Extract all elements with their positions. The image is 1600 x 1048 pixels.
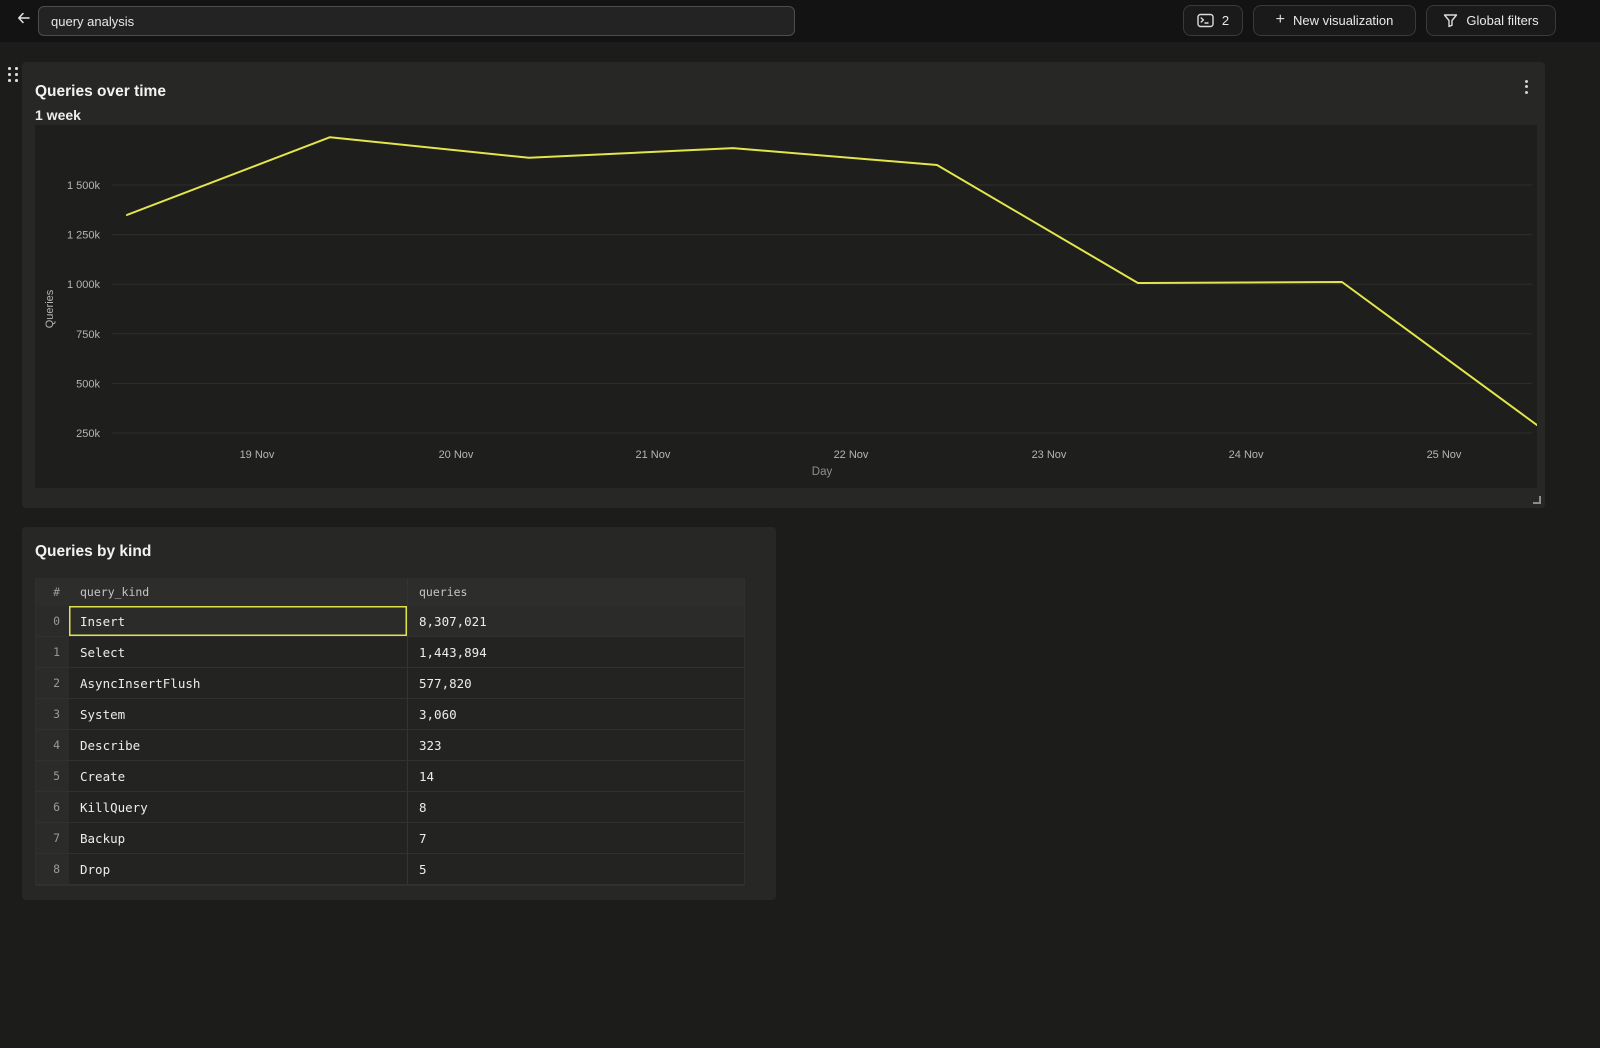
arrow-left-icon (18, 12, 30, 24)
back-button[interactable] (12, 9, 36, 33)
svg-text:Queries: Queries (44, 289, 56, 328)
table-title: Queries by kind (35, 543, 152, 560)
console-tab-icon (1197, 13, 1214, 28)
chart-title: Queries over time (35, 83, 166, 100)
query-kind-cell[interactable]: AsyncInsertFlush (80, 675, 201, 691)
table-row: 8 Drop 5 (36, 854, 744, 885)
svg-text:1 000k: 1 000k (67, 279, 101, 291)
header-queries[interactable]: queries (407, 578, 744, 606)
query-kind-cell[interactable]: Drop (80, 861, 111, 877)
table-row: 7 Backup 7 (36, 823, 744, 854)
svg-text:25 Nov: 25 Nov (1427, 449, 1462, 461)
svg-text:500k: 500k (76, 378, 100, 390)
query-kind-cell[interactable]: Describe (80, 737, 141, 753)
queries-cell[interactable]: 7 (407, 823, 744, 853)
query-kind-cell[interactable]: Select (80, 644, 126, 660)
svg-text:20 Nov: 20 Nov (439, 449, 474, 461)
row-index: 5 (36, 761, 69, 791)
row-index: 6 (36, 792, 69, 822)
new-visualization-button[interactable]: + New visualization (1253, 5, 1416, 36)
table-row: 3 System 3,060 (36, 699, 744, 730)
card-drag-handle-icon[interactable] (7, 66, 20, 83)
queries-cell[interactable]: 3,060 (407, 699, 744, 729)
queries-cell[interactable]: 5 (407, 854, 744, 884)
svg-text:1 500k: 1 500k (67, 180, 101, 192)
filter-funnel-icon (1444, 14, 1458, 28)
svg-text:22 Nov: 22 Nov (834, 449, 869, 461)
resize-corner-icon[interactable] (1533, 496, 1541, 504)
svg-text:1 250k: 1 250k (67, 230, 101, 242)
svg-text:750k: 750k (76, 329, 100, 341)
table-body: 0 Insert 8,307,021 1 Select 1,443,894 2 AsyncIn… (36, 606, 744, 885)
table-row: 6 KillQuery 8 (36, 792, 744, 823)
top-bar: 2 + New visualization Global filters (0, 0, 1600, 42)
queries-cell[interactable]: 577,820 (407, 668, 744, 698)
row-index: 3 (36, 699, 69, 729)
svg-text:250k: 250k (76, 428, 100, 440)
svg-text:23 Nov: 23 Nov (1032, 449, 1067, 461)
query-kind-cell[interactable]: System (80, 706, 126, 722)
query-kind-cell[interactable]: Create (80, 768, 126, 784)
tabs-count-label: 2 (1221, 13, 1230, 28)
global-filters-button[interactable]: Global filters (1426, 5, 1556, 36)
row-index: 0 (36, 606, 69, 636)
query-kind-cell[interactable]: KillQuery (80, 799, 148, 815)
queries-cell[interactable]: 8 (407, 792, 744, 822)
svg-text:Day: Day (812, 466, 833, 478)
svg-text:21 Nov: 21 Nov (635, 449, 670, 461)
header-query-kind[interactable]: query_kind (80, 585, 150, 599)
card-menu-kebab-icon[interactable] (1519, 78, 1533, 95)
row-index: 1 (36, 637, 69, 667)
row-index: 7 (36, 823, 69, 853)
queries-cell[interactable]: 323 (407, 730, 744, 760)
queries-over-time-chart[interactable]: 250k 500k 750k 1 000k 1 250k 1 500k 19 Nov 20 N… (35, 125, 1538, 488)
table-row: 1 Select 1,443,894 (36, 637, 744, 668)
queries-over-time-card: Queries over time 1 week 250k 500k 750k 1 0… (22, 62, 1545, 508)
table-row: 5 Create 14 (36, 761, 744, 792)
tabs-count-button[interactable]: 2 (1183, 5, 1243, 36)
new-visualization-label: New visualization (1292, 13, 1394, 28)
table-row: 0 Insert 8,307,021 (36, 606, 744, 637)
svg-text:24 Nov: 24 Nov (1229, 449, 1264, 461)
global-filters-label: Global filters (1466, 13, 1539, 28)
table-row: 2 AsyncInsertFlush 577,820 (36, 668, 744, 699)
dashboard-name-input[interactable] (38, 6, 795, 36)
svg-text:19 Nov: 19 Nov (240, 449, 275, 461)
queries-cell[interactable]: 1,443,894 (407, 637, 744, 667)
header-index: # (53, 585, 60, 599)
table-row: 4 Describe 323 (36, 730, 744, 761)
query-kind-cell[interactable]: Backup (80, 830, 126, 846)
row-index: 8 (36, 854, 69, 884)
row-index: 4 (36, 730, 69, 760)
plus-icon: + (1275, 11, 1285, 28)
query-kind-cell[interactable]: Insert (69, 606, 407, 636)
chart-subtitle: 1 week (35, 107, 81, 123)
row-index: 2 (36, 668, 69, 698)
table-header-row: # query_kind queries (36, 578, 744, 606)
queries-by-kind-card: Queries by kind # query_kind queries 0 In… (22, 527, 776, 900)
queries-by-kind-table: # query_kind queries 0 Insert 8,307,021 1 Se… (35, 578, 745, 886)
queries-cell[interactable]: 8,307,021 (407, 606, 744, 636)
queries-cell[interactable]: 14 (407, 761, 744, 791)
